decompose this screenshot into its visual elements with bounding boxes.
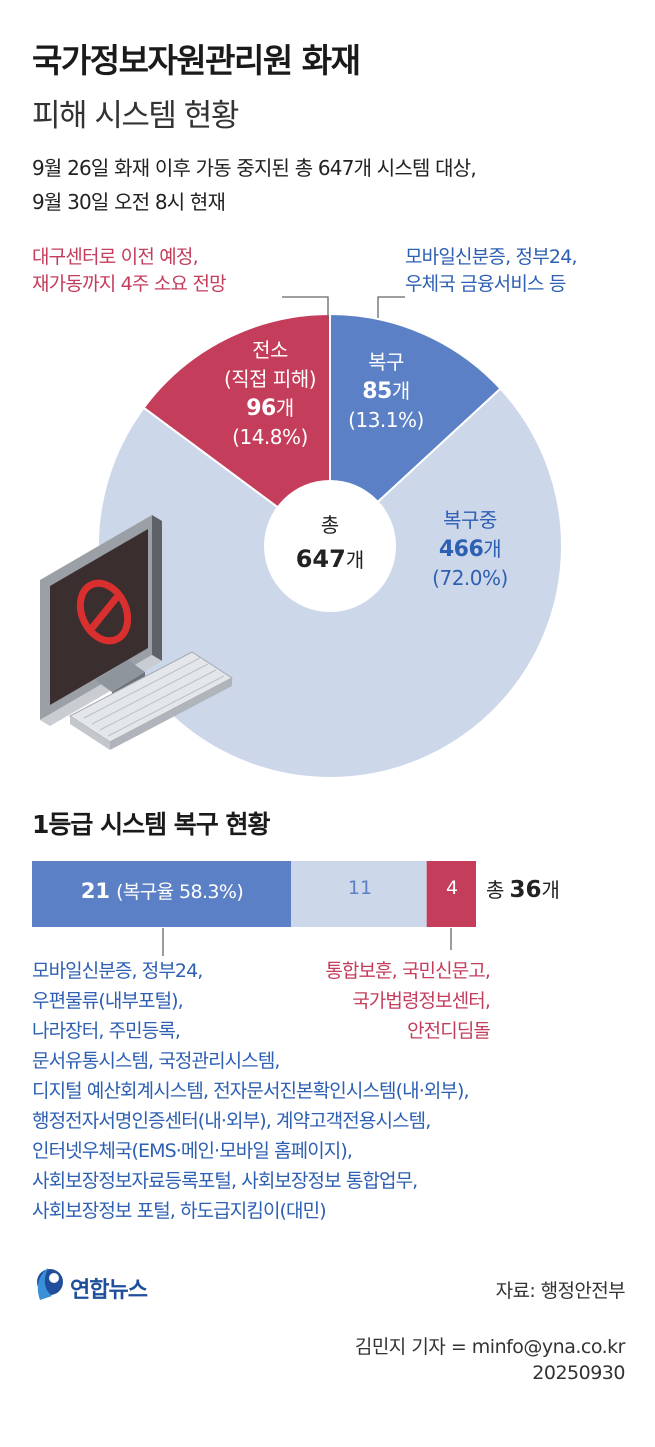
monitor-icon xyxy=(40,515,162,726)
list-item: 우편물류(내부포털), xyxy=(32,990,184,1012)
list-item: 사회보장정보자료등록포털, 사회보장정보 통합업무, xyxy=(32,1170,418,1192)
relocation-sub: (직접 피해) xyxy=(223,367,317,391)
logo-text: 연합뉴스 xyxy=(70,1278,148,1303)
relocation-slice-label: 전소 (직접 피해) 96개 (14.8%) xyxy=(210,336,330,452)
bar-recovered-label: 21 (복구율 58.3%) xyxy=(32,877,292,904)
pie-slice-recovered xyxy=(329,312,502,549)
relocation-callout-line-1: 대구센터로 이전 예정, xyxy=(32,246,199,268)
pie-slice-relocation xyxy=(142,312,331,548)
recovered-callout-line-2: 우체국 금융서비스 등 xyxy=(405,273,566,295)
credit-line-2: 20250930 xyxy=(532,1362,625,1384)
recovered-count: 85 xyxy=(362,379,392,404)
credit-line-1: 김민지 기자 = minfo@yna.co.kr xyxy=(354,1336,626,1358)
bar-total-label: 총 36개 xyxy=(486,874,560,903)
list-item: 국가법령정보센터, xyxy=(352,990,491,1012)
section-title-grade1: 1등급 시스템 복구 현황 xyxy=(32,810,271,839)
prohibited-icon xyxy=(76,579,132,645)
list-item: 통합보훈, 국민신문고, xyxy=(325,960,491,982)
yonhap-logo-icon xyxy=(37,1268,63,1300)
list-item: 디지털 예산회계시스템, 전자문서진본확인시스템(내·외부), xyxy=(32,1080,470,1102)
list-item: 사회보장정보 포털, 하도급지킴이(대민) xyxy=(32,1200,327,1222)
relocation-system-list: 통합보훈, 국민신문고, 국가법령정보센터, 안전디딤돌 xyxy=(325,956,491,1046)
note-line-2: 9월 30일 오전 8시 현재 xyxy=(32,190,226,214)
recovering-slice-label: 복구중 466개 (72.0%) xyxy=(415,506,525,593)
relocation-unit: 개 xyxy=(275,396,294,420)
bar-segment-recovered xyxy=(32,861,291,927)
list-item: 모바일신분증, 정부24, xyxy=(32,960,203,982)
bar-segment-recovering xyxy=(291,861,427,927)
bar-recovered-count: 21 xyxy=(80,879,111,903)
page-subtitle: 피해 시스템 현황 xyxy=(32,98,239,134)
recovered-percent: (13.1%) xyxy=(348,408,424,432)
bar-segment-relocation xyxy=(426,861,476,927)
page-title: 국가정보자원관리원 화재 xyxy=(32,41,361,80)
bar-recovered-note: (복구율 58.3%) xyxy=(116,881,244,903)
bar-total-unit: 개 xyxy=(541,878,560,902)
bar-total-count: 36 xyxy=(509,877,542,903)
pie-center-label: 총 647개 xyxy=(270,508,390,579)
bar-recovering-label: 11 xyxy=(347,877,373,899)
note-line-1: 9월 26일 화재 이후 가동 중지된 총 647개 시스템 대상, xyxy=(32,156,477,180)
recovering-count: 466 xyxy=(438,537,484,562)
credit-block: 김민지 기자 = minfo@yna.co.kr 20250930 xyxy=(354,1334,626,1386)
list-item: 행정전자서명인증센터(내·외부), 계약고객전용시스템, xyxy=(32,1110,431,1132)
pie-center-count: 647 xyxy=(295,545,346,573)
bar-total-prefix: 총 xyxy=(486,878,505,902)
recovering-percent: (72.0%) xyxy=(432,566,508,590)
recovered-name: 복구 xyxy=(368,350,404,374)
bar-relocation-label: 4 xyxy=(445,877,459,899)
pie-center-hole xyxy=(264,480,396,612)
pie-center-unit: 개 xyxy=(345,548,365,572)
relocation-percent: (14.8%) xyxy=(232,425,308,449)
relocation-leader-line xyxy=(282,296,329,318)
recovered-slice-label: 복구 85개 (13.1%) xyxy=(336,348,436,435)
list-item: 나라장터, 주민등록, xyxy=(32,1020,181,1042)
source-note: 자료: 행정안전부 xyxy=(495,1280,626,1302)
bar-chart xyxy=(32,861,476,927)
list-item: 문서유통시스템, 국정관리시스템, xyxy=(32,1050,280,1072)
relocation-count: 96 xyxy=(246,396,276,421)
relocation-callout-line-2: 재가동까지 4주 소요 전망 xyxy=(32,273,227,295)
list-item: 인터넷우체국(EMS·메인·모바일 홈페이지), xyxy=(32,1140,353,1162)
recovering-name: 복구중 xyxy=(443,508,497,532)
recovered-leader-line xyxy=(377,296,405,318)
recovered-callout-line-1: 모바일신분증, 정부24, xyxy=(405,246,578,268)
pie-center-top: 총 xyxy=(320,513,340,537)
keyboard-icon xyxy=(69,651,233,750)
recovered-unit: 개 xyxy=(391,379,410,403)
relocation-name: 전소 xyxy=(252,338,288,362)
recovering-unit: 개 xyxy=(483,537,502,561)
recovered-system-list: 모바일신분증, 정부24, 우편물류(내부포털), 나라장터, 주민등록, 문서… xyxy=(32,956,470,1226)
list-item: 안전디딤돌 xyxy=(407,1020,491,1042)
